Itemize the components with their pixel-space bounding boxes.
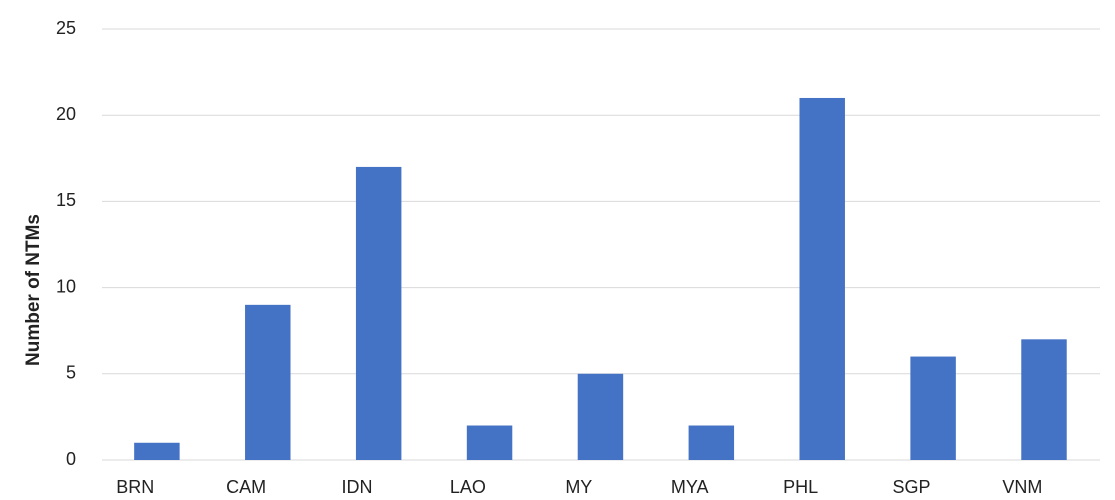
x-tick-label: MYA (671, 477, 709, 497)
x-tick-label: LAO (450, 477, 486, 497)
x-tick-label: SGP (892, 477, 930, 497)
bar (688, 425, 735, 460)
bar (134, 442, 180, 460)
bar (910, 356, 956, 460)
y-tick-label: 15 (56, 190, 76, 210)
bar (1021, 339, 1067, 460)
y-tick-label: 0 (66, 449, 76, 469)
bar (355, 166, 402, 461)
bar (577, 373, 624, 460)
y-tick-label: 10 (56, 276, 76, 296)
x-tick-label: MY (565, 477, 592, 497)
x-tick-label: VNM (1002, 477, 1042, 497)
x-tick-label: PHL (783, 477, 818, 497)
x-tick-label: BRN (116, 477, 154, 497)
x-tick-label: IDN (342, 477, 373, 497)
x-tick-label: CAM (226, 477, 266, 497)
bar (799, 97, 845, 461)
bar (245, 304, 291, 460)
y-axis-label: Number of NTMs (23, 214, 44, 366)
y-tick-label: 5 (66, 363, 76, 383)
y-tick-label: 25 (56, 18, 76, 38)
y-tick-label: 20 (56, 104, 76, 124)
bar (466, 425, 513, 460)
